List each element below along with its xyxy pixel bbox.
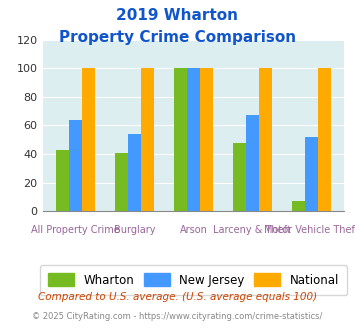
Bar [82,68,95,211]
Bar [246,115,259,211]
Bar [200,68,213,211]
Text: Compared to U.S. average. (U.S. average equals 100): Compared to U.S. average. (U.S. average … [38,292,317,302]
Text: 2019 Wharton: 2019 Wharton [116,8,239,23]
Text: Burglary: Burglary [114,225,155,235]
Bar [292,201,305,211]
Text: Motor Vehicle Theft: Motor Vehicle Theft [264,225,355,235]
Bar [128,134,141,211]
Text: All Property Crime: All Property Crime [31,225,120,235]
Bar [305,137,318,211]
Text: Arson: Arson [180,225,207,235]
Bar [69,120,82,211]
Legend: Wharton, New Jersey, National: Wharton, New Jersey, National [40,265,347,295]
Text: Property Crime Comparison: Property Crime Comparison [59,30,296,45]
Bar [318,68,331,211]
Bar [233,143,246,211]
Bar [259,68,272,211]
Bar [141,68,154,211]
Bar [115,152,128,211]
Bar [174,68,187,211]
Text: Larceny & Theft: Larceny & Theft [213,225,291,235]
Text: © 2025 CityRating.com - https://www.cityrating.com/crime-statistics/: © 2025 CityRating.com - https://www.city… [32,312,323,321]
Bar [187,68,200,211]
Bar [56,150,69,211]
